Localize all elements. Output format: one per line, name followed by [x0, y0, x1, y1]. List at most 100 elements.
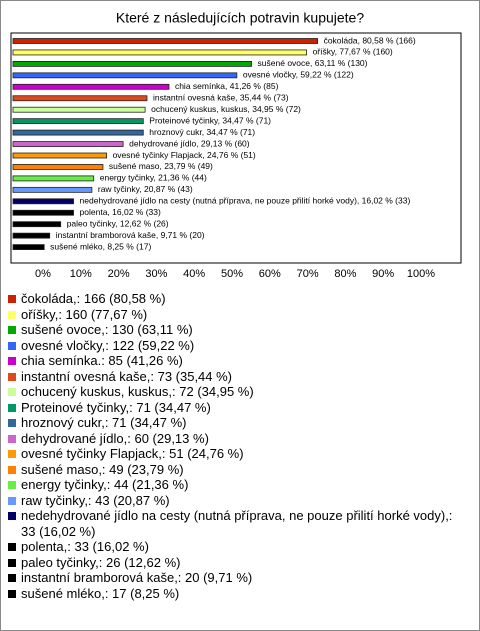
- plot-frame: [10, 32, 462, 264]
- legend-item: raw tyčinky,: 43 (20,87 %): [7, 493, 469, 509]
- x-tick-label: 0%: [35, 268, 51, 280]
- legend-item: oříšky,: 160 (77,67 %): [7, 307, 469, 323]
- bar: [12, 129, 144, 136]
- bar: [12, 49, 307, 56]
- legend-label: ochucený kuskus, kuskus,: 72 (34,95 %): [21, 384, 254, 399]
- bar-label: sušené ovoce, 63,11 % (130): [258, 58, 368, 68]
- legend-label: sušené maso,: 49 (23,79 %): [21, 461, 184, 477]
- legend-item: Proteinové tyčinky,: 71 (34,47 %): [7, 400, 469, 416]
- bar: [12, 141, 124, 147]
- bar: [12, 83, 170, 90]
- legend-item: ochucený kuskus, kuskus,: 72 (34,95 %): [7, 384, 469, 400]
- bar: [12, 38, 318, 44]
- legend-swatch: [8, 512, 16, 520]
- bar-label: ochucený kuskus, kuskus, 34,95 % (72): [151, 104, 301, 114]
- bar: [12, 198, 74, 205]
- bar-label: oříšky, 77,67 % (160): [313, 47, 393, 57]
- legend-item: dehydrované jídlo,: 60 (29,13 %): [7, 431, 469, 447]
- bar: [12, 244, 45, 251]
- legend-swatch: [8, 543, 16, 551]
- bar-label: instantní bramborová kaše, 9,71 % (20): [56, 230, 205, 240]
- legend-label: energy tyčinky,: 44 (21,36 %): [21, 477, 189, 492]
- legend-item: hroznový cukr,: 71 (34,47 %): [7, 415, 469, 431]
- bar: [12, 152, 107, 159]
- bar: [12, 106, 146, 113]
- bar-label: Proteinové tyčinky, 34,47 % (71): [149, 115, 271, 125]
- bar: [12, 118, 144, 125]
- legend: čokoláda,: 166 (80,58 %) oříšky,: 160 (77…: [7, 291, 469, 601]
- legend-item: paleo tyčinky,: 26 (12,62 %): [7, 555, 469, 571]
- legend-swatch: [8, 310, 16, 319]
- bar: [12, 186, 93, 193]
- legend-item: sušené ovoce,: 130 (63,11 %): [7, 322, 469, 338]
- legend-item: nedehydrované jídlo na cesty (nutná příp…: [7, 508, 469, 539]
- legend-label: sušené mléko,: 17 (8,25 %): [21, 585, 180, 601]
- legend-label: raw tyčinky,: 43 (20,87 %): [21, 492, 170, 508]
- legend-swatch: [8, 450, 16, 458]
- legend-swatch: [8, 574, 16, 582]
- legend-swatch: [8, 496, 16, 505]
- legend-item: energy tyčinky,: 44 (21,36 %): [7, 477, 469, 493]
- bar-label: hroznový cukr, 34,47 % (71): [149, 127, 255, 137]
- legend-item: instantní bramborová kaše,: 20 (9,71 %): [7, 570, 469, 586]
- legend-label: oříšky,: 160 (77,67 %): [21, 306, 148, 322]
- legend-swatch: [8, 419, 16, 427]
- bar-label: ovesné tyčinky Flapjack, 24,76 % (51): [113, 150, 256, 160]
- x-tick-label: 40%: [183, 268, 205, 280]
- chart-title: Které z následujících potravin kupujete?: [116, 10, 364, 26]
- bar-label: čokoláda, 80,58 % (166): [324, 35, 416, 45]
- legend-swatch: [8, 403, 16, 412]
- legend-swatch: [8, 481, 16, 489]
- bar-label: instantní ovesná kaše, 35,44 % (73): [153, 93, 289, 103]
- bar: [12, 61, 252, 67]
- legend-swatch: [8, 434, 16, 443]
- bar-label: chia semínka, 41,26 % (85): [175, 81, 279, 91]
- legend-item: ovesné vločky,: 122 (59,22 %): [7, 338, 469, 354]
- bar: [12, 164, 104, 170]
- legend-swatch: [8, 357, 16, 365]
- bar-label: nedehydrované jídlo na cesty (nutná příp…: [80, 196, 411, 206]
- x-tick-label: 80%: [334, 268, 356, 280]
- x-tick-label: 90%: [372, 268, 394, 280]
- legend-swatch: [8, 388, 16, 396]
- legend-swatch: [8, 372, 16, 381]
- x-tick-label: 50%: [221, 268, 243, 280]
- bar-label: raw tyčinky, 20,87 % (43): [98, 184, 193, 194]
- bar: [12, 72, 238, 79]
- legend-label: instantní ovesná kaše,: 73 (35,44 %): [21, 368, 233, 384]
- legend-label: instantní bramborová kaše,: 20 (9,71 %): [21, 570, 253, 585]
- bar-label: sušené maso, 23,79 % (49): [109, 161, 213, 171]
- legend-label: nedehydrované jídlo na cesty (nutná příp…: [21, 508, 453, 539]
- bar-label: paleo tyčinky, 12,62 % (26): [67, 218, 169, 228]
- legend-label: polenta,: 33 (16,02 %): [21, 539, 149, 554]
- legend-swatch: [8, 326, 16, 334]
- legend-label: dehydrované jídlo,: 60 (29,13 %): [21, 430, 209, 446]
- legend-swatch: [8, 295, 16, 303]
- bar: [12, 221, 62, 228]
- x-tick-label: 70%: [297, 268, 319, 280]
- legend-item: instantní ovesná kaše,: 73 (35,44 %): [7, 369, 469, 385]
- x-tick-label: 20%: [108, 268, 130, 280]
- legend-item: čokoláda,: 166 (80,58 %): [7, 291, 469, 307]
- bar: [12, 209, 74, 216]
- bar: [12, 175, 95, 182]
- legend-item: chia semínka.: 85 (41,26 %): [7, 353, 469, 369]
- bar-label: sušené mléko, 8,25 % (17): [50, 241, 151, 251]
- legend-swatch: [8, 589, 16, 598]
- bar-label: polenta, 16,02 % (33): [80, 207, 161, 217]
- x-tick-label: 100%: [407, 268, 435, 280]
- x-tick-label: 10%: [70, 268, 92, 280]
- bar: [12, 95, 148, 102]
- legend-item: polenta,: 33 (16,02 %): [7, 539, 469, 555]
- legend-swatch: [8, 465, 16, 474]
- bar-label: dehydrované jídlo, 29,13 % (60): [129, 138, 250, 148]
- x-tick-label: 30%: [145, 268, 167, 280]
- legend-label: ovesné vločky,: 122 (59,22 %): [21, 337, 195, 353]
- legend-label: sušené ovoce,: 130 (63,11 %): [21, 322, 193, 337]
- bar-label: ovesné vločky, 59,22 % (122): [243, 70, 354, 80]
- legend-label: hroznový cukr,: 71 (34,47 %): [21, 415, 187, 430]
- legend-swatch: [8, 341, 16, 350]
- bar-label: energy tyčinky, 21,36 % (44): [100, 173, 207, 183]
- legend-item: sušené mléko,: 17 (8,25 %): [7, 586, 469, 602]
